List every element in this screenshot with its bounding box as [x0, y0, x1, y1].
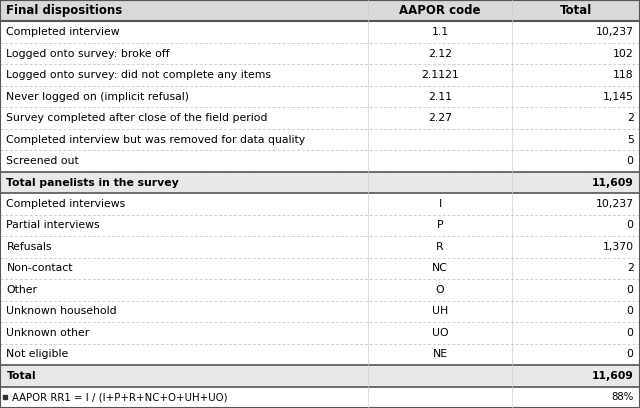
Bar	[0, 365, 640, 386]
Text: Unknown other: Unknown other	[6, 328, 90, 338]
Text: I: I	[438, 199, 442, 209]
Text: 0: 0	[627, 306, 634, 316]
Text: NE: NE	[433, 349, 447, 359]
Text: Total panelists in the survey: Total panelists in the survey	[6, 177, 179, 188]
Text: AAPOR code: AAPOR code	[399, 4, 481, 17]
Bar	[0, 215, 640, 236]
Text: 2: 2	[627, 264, 634, 273]
Text: 1.1: 1.1	[431, 27, 449, 37]
Text: Refusals: Refusals	[6, 242, 52, 252]
Text: 102: 102	[613, 49, 634, 59]
Bar	[0, 344, 640, 365]
Text: 5: 5	[627, 135, 634, 144]
Text: Completed interviews: Completed interviews	[6, 199, 125, 209]
Text: Screened out: Screened out	[6, 156, 79, 166]
Text: O: O	[436, 285, 444, 295]
Bar	[0, 64, 640, 86]
Text: Other: Other	[6, 285, 37, 295]
Text: 11,609: 11,609	[592, 371, 634, 381]
Text: Total: Total	[560, 4, 592, 17]
Text: Unknown household: Unknown household	[6, 306, 117, 316]
Text: UH: UH	[432, 306, 448, 316]
Text: 10,237: 10,237	[596, 27, 634, 37]
Text: P: P	[436, 220, 444, 231]
Text: Not eligible: Not eligible	[6, 349, 68, 359]
Bar	[0, 22, 640, 43]
Bar	[0, 236, 640, 258]
Bar	[0, 172, 640, 193]
Text: 2.27: 2.27	[428, 113, 452, 123]
Bar	[0, 279, 640, 301]
Text: 1,370: 1,370	[602, 242, 634, 252]
Text: 0: 0	[627, 285, 634, 295]
Text: Total: Total	[6, 371, 36, 381]
Text: Never logged on (implicit refusal): Never logged on (implicit refusal)	[6, 92, 189, 102]
Text: Logged onto survey: broke off: Logged onto survey: broke off	[6, 49, 170, 59]
Text: 11,609: 11,609	[592, 177, 634, 188]
Bar	[0, 150, 640, 172]
Bar	[0, 258, 640, 279]
Text: AAPOR RR1 = I / (I+P+R+NC+O+UH+UO): AAPOR RR1 = I / (I+P+R+NC+O+UH+UO)	[12, 392, 227, 402]
Text: Completed interview: Completed interview	[6, 27, 120, 37]
Text: 2: 2	[627, 113, 634, 123]
Text: Completed interview but was removed for data quality: Completed interview but was removed for …	[6, 135, 305, 144]
Text: 0: 0	[627, 156, 634, 166]
Text: Partial interviews: Partial interviews	[6, 220, 100, 231]
Text: R: R	[436, 242, 444, 252]
Bar	[0, 301, 640, 322]
Text: 10,237: 10,237	[596, 199, 634, 209]
Text: Survey completed after close of the field period: Survey completed after close of the fiel…	[6, 113, 268, 123]
Text: Final dispositions: Final dispositions	[6, 4, 123, 17]
Text: 0: 0	[627, 349, 634, 359]
Bar	[0, 386, 640, 408]
Text: NC: NC	[432, 264, 448, 273]
Text: 1,145: 1,145	[603, 92, 634, 102]
Text: 2.12: 2.12	[428, 49, 452, 59]
Bar	[0, 193, 640, 215]
Bar	[0, 322, 640, 344]
Bar	[0, 86, 640, 107]
Bar	[0, 107, 640, 129]
Bar	[0, 43, 640, 64]
Text: 2.1121: 2.1121	[421, 70, 459, 80]
Text: Logged onto survey: did not complete any items: Logged onto survey: did not complete any…	[6, 70, 271, 80]
Text: 88%: 88%	[611, 392, 634, 402]
Text: 0: 0	[627, 220, 634, 231]
Text: Non-contact: Non-contact	[6, 264, 73, 273]
Text: UO: UO	[432, 328, 448, 338]
Bar	[0, 129, 640, 150]
Text: 2.11: 2.11	[428, 92, 452, 102]
Bar	[0, 0, 640, 22]
Text: 118: 118	[613, 70, 634, 80]
Text: 0: 0	[627, 328, 634, 338]
